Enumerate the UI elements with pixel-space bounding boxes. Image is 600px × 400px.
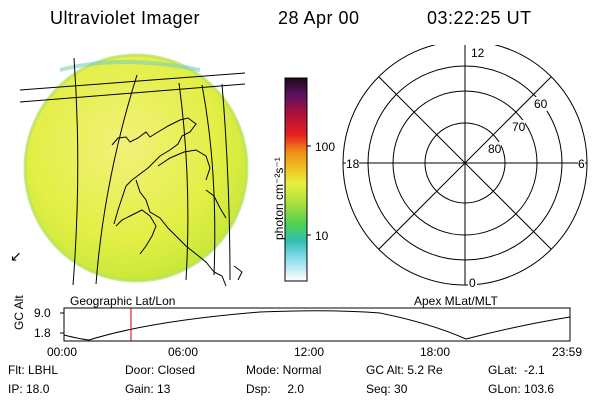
mlat-label-70: 70 bbox=[512, 120, 526, 134]
info-ip: IP: 18.0 bbox=[8, 382, 50, 396]
info-door: Door: Closed bbox=[125, 363, 196, 377]
info-glat: GLat: -2.1 bbox=[488, 363, 545, 377]
time-label: 03:22:25 UT bbox=[427, 8, 532, 28]
info-dsp: Dsp: 2.0 bbox=[246, 382, 305, 396]
mlt-label-0: 0 bbox=[468, 276, 477, 290]
altitude-ylabel: GC Alt bbox=[12, 295, 26, 330]
mlt-label-18: 18 bbox=[346, 157, 360, 171]
altitude-ytick-high: 9.0 bbox=[34, 306, 51, 320]
mlt-label-12: 12 bbox=[470, 46, 486, 60]
altitude-curve bbox=[63, 310, 571, 341]
orientation-mark: ↙ bbox=[10, 248, 22, 264]
mlat-label-80: 80 bbox=[488, 142, 502, 156]
geographic-image bbox=[19, 53, 249, 287]
info-filter: Flt: LBHL bbox=[8, 363, 59, 377]
coastlines bbox=[111, 117, 243, 287]
info-gc-alt: GC Alt: 5.2 Re bbox=[366, 363, 443, 377]
colorbar-label: photon cm⁻²s⁻¹ bbox=[272, 157, 286, 240]
info-glon: GLon: 103.6 bbox=[488, 382, 555, 396]
colorbar-gradient bbox=[284, 77, 308, 282]
info-seq: Seq: 30 bbox=[366, 382, 408, 396]
date-label: 28 Apr 00 bbox=[278, 8, 360, 28]
colorbar-tick-10: 10 bbox=[315, 229, 329, 243]
xtick-0000: 00:00 bbox=[47, 345, 78, 359]
altitude-ytick-low: 1.8 bbox=[34, 326, 51, 340]
altitude-plot bbox=[60, 307, 571, 342]
app-title: Ultraviolet Imager bbox=[50, 8, 201, 28]
altitude-plot-frame bbox=[63, 307, 571, 342]
uv-disk bbox=[23, 53, 249, 283]
xtick-0600: 06:00 bbox=[168, 345, 199, 359]
apex-caption: Apex MLat/MLT bbox=[414, 294, 498, 308]
meridian-diag-2 bbox=[378, 76, 552, 250]
polar-grid bbox=[342, 45, 588, 286]
xtick-2359: 23:59 bbox=[552, 345, 583, 359]
xtick-1200: 12:00 bbox=[294, 345, 325, 359]
colorbar bbox=[284, 77, 311, 282]
info-gain: Gain: 13 bbox=[125, 382, 171, 396]
mlt-label-6: 6 bbox=[578, 157, 585, 171]
info-mode: Mode: Normal bbox=[246, 363, 322, 377]
lat-lon-grid bbox=[19, 57, 246, 286]
mlat-label-60: 60 bbox=[534, 97, 548, 111]
colorbar-tick-100: 100 bbox=[315, 140, 336, 154]
geographic-caption: Geographic Lat/Lon bbox=[70, 294, 176, 308]
xtick-1800: 18:00 bbox=[420, 345, 451, 359]
